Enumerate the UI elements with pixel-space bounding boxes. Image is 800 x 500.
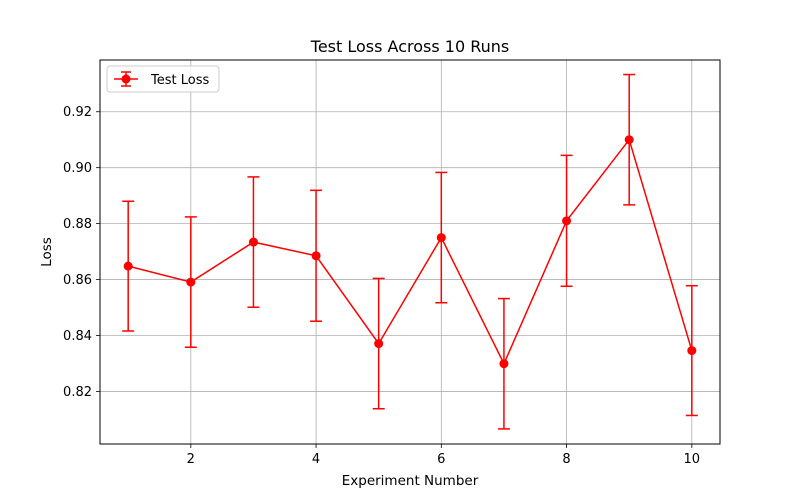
data-point-marker (624, 135, 634, 145)
x-tick-label: 8 (562, 452, 570, 467)
x-tick-label: 2 (187, 452, 195, 467)
y-tick-label: 0.86 (63, 273, 92, 288)
data-point-marker (499, 359, 509, 369)
series-line (127, 138, 693, 366)
y-tick-label: 0.90 (63, 161, 92, 176)
plot-frame (99, 59, 721, 445)
data-point-marker (562, 216, 572, 226)
y-tick-label: 0.84 (63, 329, 92, 344)
legend-label: Test Loss (150, 73, 209, 88)
y-tick-label: 0.82 (63, 385, 92, 400)
x-tick-label: 10 (684, 452, 701, 467)
data-point-marker (311, 251, 321, 261)
data-points (123, 135, 697, 369)
data-point-marker (436, 233, 446, 243)
legend-marker-swatch (121, 74, 131, 84)
data-point-marker (186, 277, 196, 287)
y-tick-label: 0.92 (63, 105, 92, 120)
legend: Test Loss (106, 65, 220, 93)
series-lines (127, 138, 693, 366)
data-point-marker (248, 237, 258, 247)
y-tick-label: 0.88 (63, 217, 92, 232)
data-point-marker (123, 261, 133, 271)
x-axis-label: Experiment Number (342, 473, 479, 489)
y-axis-label: Loss (39, 237, 55, 267)
legend-box (106, 65, 220, 93)
data-point-marker (687, 346, 697, 356)
data-point-marker (374, 339, 384, 349)
axis-ticks: 2 4 6 8 10 0.82 0.84 0.86 0.88 0.90 0.92 (63, 105, 700, 467)
chart-title: Test Loss Across 10 Runs (310, 37, 509, 56)
x-tick-label: 4 (312, 452, 320, 467)
x-tick-label: 6 (437, 452, 445, 467)
